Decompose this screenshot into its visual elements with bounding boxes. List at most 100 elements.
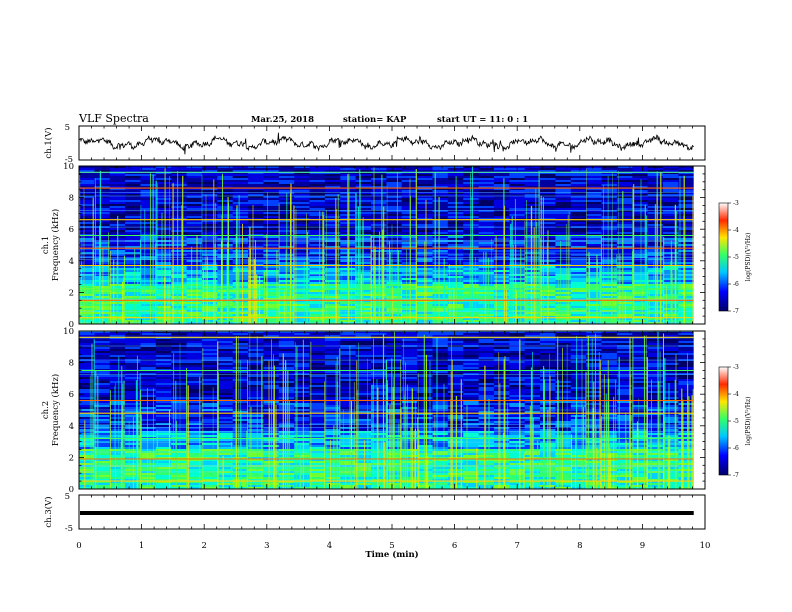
spectrogram-cell	[447, 383, 464, 386]
spectrogram-cell	[232, 339, 249, 342]
spectrogram-cell	[478, 383, 495, 386]
spectrogram-cell	[386, 266, 403, 269]
spectrogram-cell	[278, 343, 295, 346]
spectrogram-cell	[109, 393, 126, 396]
spectrogram-cell	[586, 292, 602, 295]
spectrogram-cell	[632, 170, 649, 173]
spectrogram-cell	[309, 242, 326, 245]
spectrogram-cell	[171, 300, 187, 303]
freq-tick-label: 10	[63, 162, 74, 172]
spectrogram-cell	[586, 238, 602, 241]
spectrogram-cell	[386, 316, 403, 319]
spectrogram-cell	[493, 246, 510, 249]
spectrogram-cell	[524, 232, 541, 235]
spectrogram-cell	[324, 238, 341, 241]
spectrogram-cell	[324, 250, 341, 253]
spectrogram-cell	[278, 347, 295, 350]
spectrogram-cell	[140, 365, 157, 368]
spectrogram-cell	[540, 371, 556, 374]
spectrogram-cell	[217, 168, 234, 171]
spectrogram-cell	[324, 176, 341, 179]
spectrogram-cell	[155, 282, 172, 285]
spectrogram-cell	[171, 339, 187, 342]
spectrogram-cell	[447, 347, 464, 350]
spectrogram-cell	[555, 188, 572, 191]
spectrogram-cell	[632, 220, 649, 223]
spectrogram-cell	[493, 210, 510, 213]
spectrogram-cell	[79, 202, 95, 205]
spectrogram-cell	[463, 186, 479, 189]
spectrogram-cell	[463, 216, 479, 219]
spectrogram-cell	[678, 222, 695, 225]
spectrogram-cell	[478, 176, 495, 179]
spectrogram-cell	[294, 208, 310, 211]
spectrogram-cell	[586, 347, 602, 350]
spectrogram-cell	[586, 184, 602, 187]
spectrogram-cell	[79, 351, 95, 354]
spectrogram-cell	[616, 349, 633, 352]
spectrogram-cell	[171, 278, 187, 281]
spectrogram-cell	[463, 230, 479, 233]
spectrogram-cell	[601, 363, 618, 366]
spectrogram-cell	[493, 381, 510, 384]
spectrogram-cell	[463, 349, 479, 352]
spectrogram-cell	[432, 196, 449, 199]
spectrogram-cell	[217, 222, 234, 225]
spectrogram-cell	[386, 174, 403, 177]
spectrogram-cell	[401, 389, 418, 392]
spectrogram-cell	[201, 182, 218, 185]
spectrogram-cell	[586, 250, 602, 253]
spectrogram-cell	[263, 276, 280, 279]
spectrogram-cell	[647, 367, 664, 370]
spectrogram-cell	[263, 178, 280, 181]
spectrogram-cell	[294, 387, 310, 390]
spectrogram-cell	[555, 214, 572, 217]
spectrogram-cell	[401, 286, 418, 289]
spectrogram-cell	[294, 194, 310, 197]
spectrogram-cell	[555, 232, 572, 235]
spectrogram-cell	[232, 387, 249, 390]
spectrogram-cell	[386, 216, 403, 219]
spectrogram-cell	[186, 349, 203, 352]
spectrogram-cell	[616, 331, 633, 334]
spectrogram-cell	[432, 200, 449, 203]
spectrogram-cell	[586, 349, 602, 352]
spectrogram-cell	[217, 230, 234, 233]
spectrogram-cell	[171, 182, 187, 185]
spectrogram-cell	[79, 262, 95, 265]
spectrogram-cell	[340, 363, 357, 366]
spectrogram-cell	[417, 379, 433, 382]
spectrogram-cell	[294, 290, 310, 293]
spectrogram-cell	[94, 302, 111, 305]
spectrogram-cell	[248, 212, 264, 215]
spectrogram-cell	[555, 355, 572, 358]
spectrogram-cell	[371, 214, 387, 217]
spectrogram-cell	[478, 381, 495, 384]
spectrogram-cell	[632, 320, 649, 323]
spectrogram-cell	[217, 296, 234, 299]
ch1-waveform-xticks	[78, 126, 706, 160]
spectrogram-cell	[109, 196, 126, 199]
spectrogram-cell	[463, 184, 479, 187]
spectrogram-cell	[294, 318, 310, 321]
spectrogram-cell	[632, 212, 649, 215]
spectrogram-cell	[171, 216, 187, 219]
spectrogram-cell	[540, 335, 556, 338]
spectrogram-cell	[432, 361, 449, 364]
spectrogram-cell	[647, 333, 664, 336]
spectrogram-cell	[601, 170, 618, 173]
spectrogram-cell	[417, 186, 433, 189]
ch1-colorbar: -3-4-5-6-7 log(PSD)(V²/Hz)	[718, 200, 752, 315]
spectrogram-cell	[217, 178, 234, 181]
spectrogram-cell	[140, 383, 157, 386]
spectrogram-cell	[371, 250, 387, 253]
spectrogram-cell	[355, 184, 372, 187]
spectrogram-cell	[540, 353, 556, 356]
spectrogram-cell	[478, 170, 495, 173]
spectrogram-cell	[447, 341, 464, 344]
spectrogram-cell	[140, 214, 157, 217]
spectrogram-cell	[201, 246, 218, 249]
spectrogram-cell	[401, 272, 418, 275]
spectrogram-cell	[155, 375, 172, 378]
spectrogram-cell	[355, 333, 372, 336]
